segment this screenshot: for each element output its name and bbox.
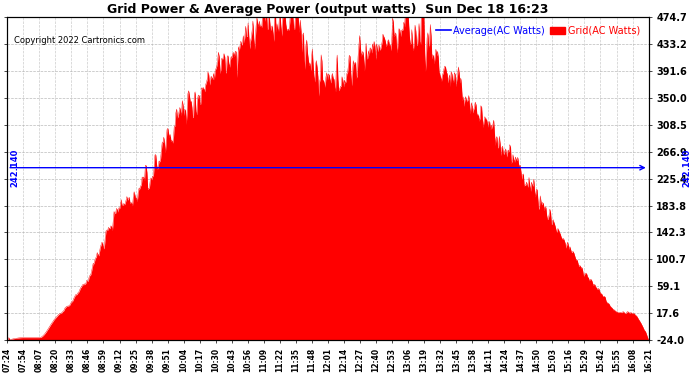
Legend: Average(AC Watts), Grid(AC Watts): Average(AC Watts), Grid(AC Watts)	[432, 22, 644, 40]
Text: 242.140: 242.140	[682, 148, 690, 187]
Text: 242.140: 242.140	[10, 148, 19, 187]
Title: Grid Power & Average Power (output watts)  Sun Dec 18 16:23: Grid Power & Average Power (output watts…	[107, 3, 549, 16]
Text: Copyright 2022 Cartronics.com: Copyright 2022 Cartronics.com	[14, 36, 145, 45]
